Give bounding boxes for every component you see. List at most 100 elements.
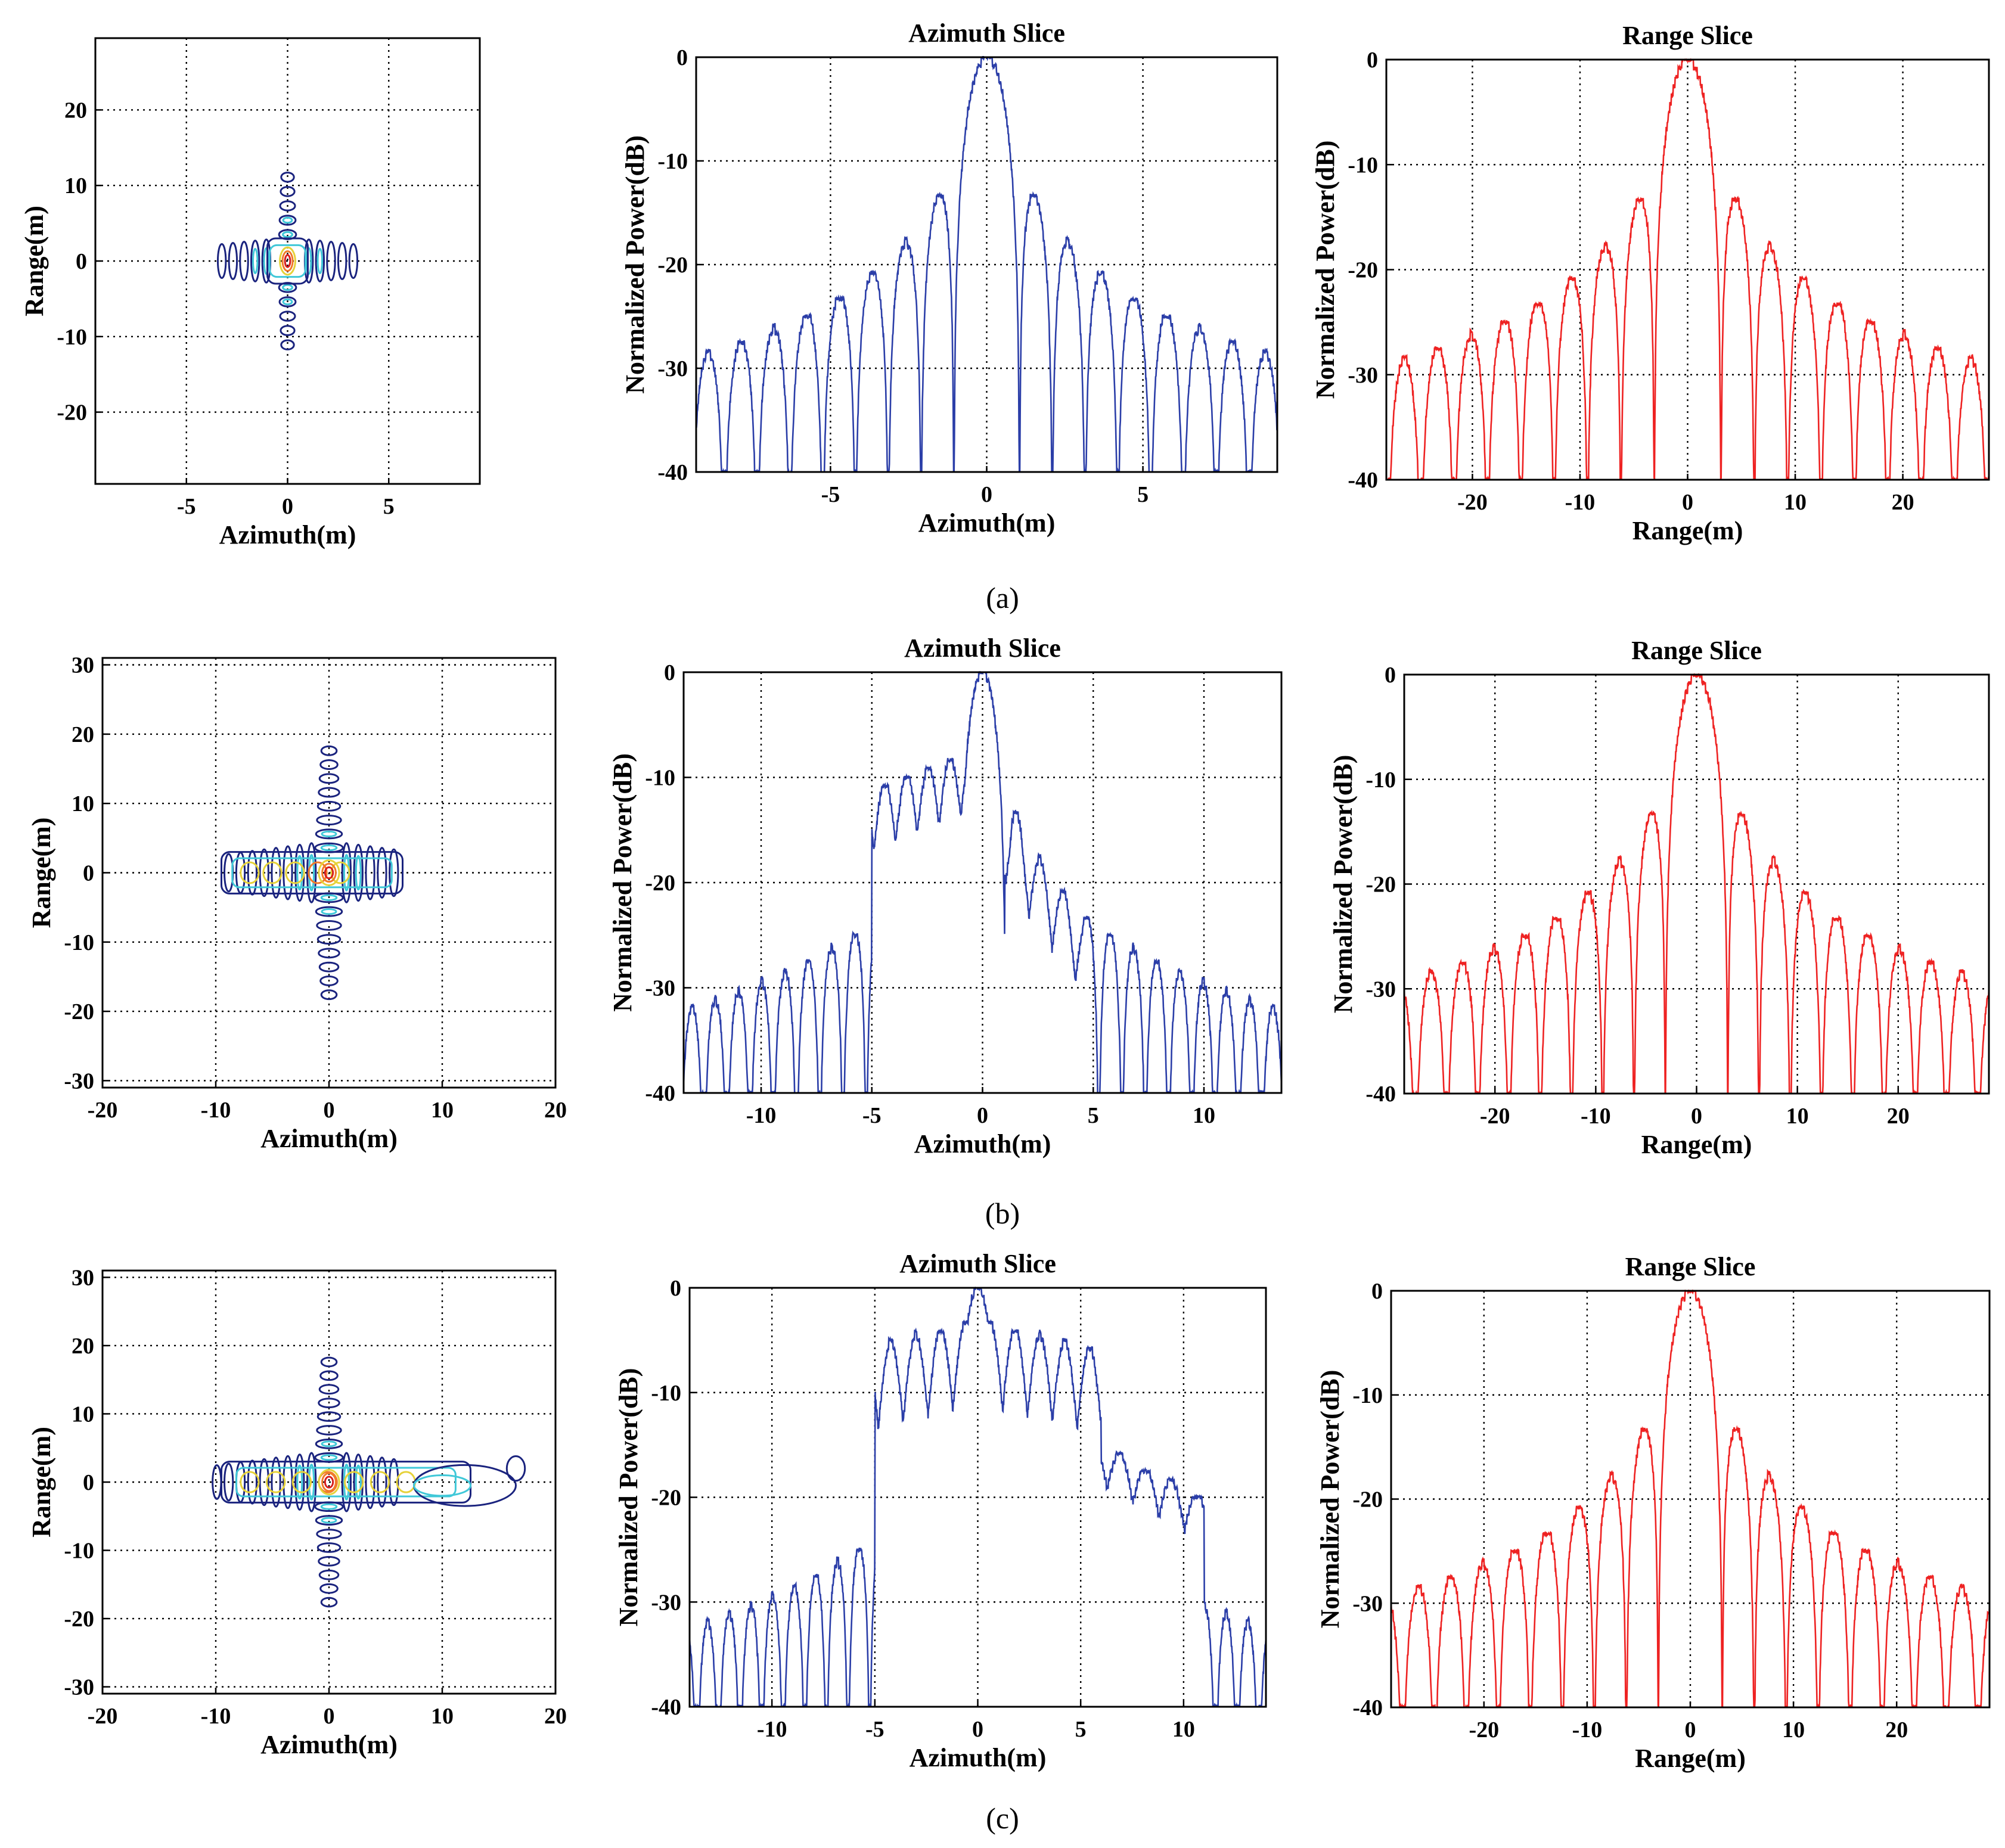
azimuth-1-xtick-label: -10 bbox=[746, 1103, 777, 1128]
contour-tail-spot bbox=[505, 1455, 526, 1482]
range-1-xtick-label: -20 bbox=[1480, 1104, 1510, 1129]
contour-rg-sidelobe-inner bbox=[282, 298, 293, 306]
contour-main-lobe bbox=[266, 1471, 286, 1493]
contour-1-ytick-label: 0 bbox=[83, 861, 94, 886]
range-2-ytick-label: -40 bbox=[1352, 1695, 1383, 1720]
azimuth-2-xtick-label: -5 bbox=[865, 1717, 884, 1742]
contour-panel-1: -20 -10 0 10 20 -30 -20 -10 0 10 20 30 Azimuth(m) Ran… bbox=[27, 653, 567, 1153]
contour-peak-outer bbox=[318, 1468, 340, 1496]
contour-1-ylabel: Range(m) bbox=[27, 818, 56, 928]
contour-rg-sidelobe bbox=[320, 745, 338, 756]
contour-az-sidelobe-inner bbox=[296, 855, 303, 891]
contour-lines-0 bbox=[216, 172, 359, 350]
range-1-ytick-label: -10 bbox=[1365, 768, 1396, 793]
contour-main-outline bbox=[221, 851, 404, 895]
azimuth-2-ylabel: Normalized Power(dB) bbox=[614, 1368, 643, 1627]
contour-az-sidelobe-inner bbox=[263, 247, 270, 275]
azimuth-2-xtick-label: 10 bbox=[1172, 1717, 1195, 1742]
contour-az-sidelobe bbox=[377, 1456, 387, 1508]
contour-1-ytick-label: 20 bbox=[72, 722, 94, 747]
contour-rg-sidelobe bbox=[319, 759, 339, 771]
contour-az-sidelobe bbox=[365, 845, 375, 900]
contour-0-ytick-label: 10 bbox=[64, 173, 87, 198]
azimuth-0-ytick-label: -10 bbox=[657, 149, 688, 174]
azimuth-1-xlabel: Azimuth(m) bbox=[914, 1129, 1051, 1159]
azimuth-slice-panel-1: -10 -5 0 5 10 0 -10 -20 -30 -40 Azimuth(m) Normaliz… bbox=[608, 633, 1283, 1159]
range-0-ylabel: Normalized Power(dB) bbox=[1311, 141, 1340, 399]
range-1-ytick-label: -20 bbox=[1365, 872, 1396, 897]
subfigure-caption-2: (c) bbox=[986, 1802, 1019, 1835]
azimuth-0-ytick-label: -20 bbox=[657, 253, 688, 278]
contour-az-sidelobe bbox=[228, 242, 238, 280]
contour-lines-1 bbox=[221, 745, 404, 1001]
contour-az-sidelobe bbox=[306, 1452, 317, 1512]
azimuth-2-ytick-label: -30 bbox=[651, 1590, 681, 1615]
contour-peak-mid bbox=[281, 250, 294, 272]
contour-peak-outer bbox=[279, 246, 296, 276]
contour-az-sidelobe bbox=[271, 1456, 281, 1508]
range-2-xtick-label: 0 bbox=[1685, 1717, 1696, 1743]
contour-rg-sidelobe-inner bbox=[320, 844, 338, 852]
contour-rg-sidelobe bbox=[315, 906, 343, 917]
range-2-ylabel: Normalized Power(dB) bbox=[1315, 1370, 1345, 1629]
contour-az-sidelobe-inner bbox=[305, 247, 312, 275]
contour-main-lobe bbox=[291, 1471, 312, 1493]
range-2-xtick-label: -10 bbox=[1572, 1717, 1603, 1743]
contour-az-sidelobe-inner bbox=[296, 1464, 303, 1500]
subfigure-caption-0: (a) bbox=[986, 581, 1019, 614]
contour-main-lobe bbox=[240, 1471, 260, 1493]
contour-rg-sidelobe bbox=[316, 800, 342, 812]
contour-rg-sidelobe bbox=[279, 310, 296, 322]
contour-rg-sidelobe-inner bbox=[321, 908, 337, 915]
azimuth-2-ytick-label: -10 bbox=[651, 1381, 681, 1406]
contour-2-ytick-label: 0 bbox=[83, 1470, 94, 1495]
range-0-xtick-label: -10 bbox=[1565, 490, 1596, 515]
contour-0-xtick-label: -5 bbox=[177, 494, 196, 519]
range-0-ytick-label: -20 bbox=[1348, 258, 1378, 283]
range-0-xlabel: Range(m) bbox=[1632, 516, 1743, 545]
contour-2-ytick-label: 30 bbox=[72, 1265, 94, 1290]
azimuth-slice-line-2 bbox=[690, 1287, 1266, 1707]
contour-az-sidelobe bbox=[216, 243, 227, 279]
range-0-xtick-label: 20 bbox=[1892, 490, 1914, 515]
contour-az-sidelobe bbox=[294, 1453, 305, 1511]
contour-0-ytick-label: -10 bbox=[57, 325, 87, 350]
range-1-xtick-label: 10 bbox=[1786, 1104, 1809, 1129]
contour-az-sidelobe-inner bbox=[355, 1464, 362, 1500]
contour-2-xtick-label: -20 bbox=[88, 1704, 118, 1729]
contour-az-sidelobe-inner bbox=[316, 247, 324, 275]
contour-az-sidelobe-inner bbox=[343, 854, 350, 892]
contour-rg-sidelobe bbox=[319, 1583, 339, 1594]
contour-az-sidelobe bbox=[283, 845, 293, 900]
azimuth-1-ytick-label: -10 bbox=[645, 766, 675, 791]
contour-1-ytick-label: 10 bbox=[72, 791, 94, 816]
contour-2-ytick-label: -10 bbox=[64, 1539, 94, 1564]
azimuth-1-xtick-label: -5 bbox=[862, 1103, 882, 1128]
contour-rg-sidelobe bbox=[316, 920, 342, 931]
contour-rg-sidelobe bbox=[316, 1411, 342, 1422]
contour-2-ytick-label: -20 bbox=[64, 1607, 94, 1632]
contour-az-sidelobe bbox=[353, 843, 364, 902]
contour-2-xtick-label: 10 bbox=[431, 1704, 454, 1729]
contour-az-sidelobe bbox=[389, 848, 399, 897]
range-2-ytick-label: -10 bbox=[1352, 1383, 1383, 1408]
range-2-title: Range Slice bbox=[1625, 1252, 1756, 1281]
range-slice-line-1 bbox=[1404, 673, 1989, 1094]
contour-panel-2: -20 -10 0 10 20 -30 -20 -10 0 10 20 30 Azimuth(m) Ran… bbox=[27, 1265, 567, 1759]
range-slice-panel-0: -20 -10 0 10 20 0 -10 -20 -30 -40 Range(m) Normaliz… bbox=[1311, 21, 1990, 545]
contour-main-lobe bbox=[330, 861, 350, 884]
range-0-xtick-label: 10 bbox=[1784, 490, 1807, 515]
contour-main-mid bbox=[269, 244, 306, 278]
contour-0-xlabel: Azimuth(m) bbox=[219, 520, 356, 549]
azimuth-2-xlabel: Azimuth(m) bbox=[910, 1743, 1047, 1772]
range-0-title: Range Slice bbox=[1622, 21, 1753, 50]
contour-rg-sidelobe bbox=[316, 1425, 342, 1436]
range-2-ytick-label: 0 bbox=[1371, 1279, 1383, 1304]
contour-rg-sidelobe bbox=[280, 325, 296, 336]
contour-az-sidelobe bbox=[306, 842, 317, 903]
azimuth-1-title: Azimuth Slice bbox=[904, 633, 1061, 663]
azimuth-0-xlabel: Azimuth(m) bbox=[918, 508, 1056, 538]
contour-1-xtick-label: 0 bbox=[324, 1098, 335, 1123]
range-1-xtick-label: 20 bbox=[1887, 1104, 1910, 1129]
contour-rg-sidelobe bbox=[318, 961, 340, 973]
